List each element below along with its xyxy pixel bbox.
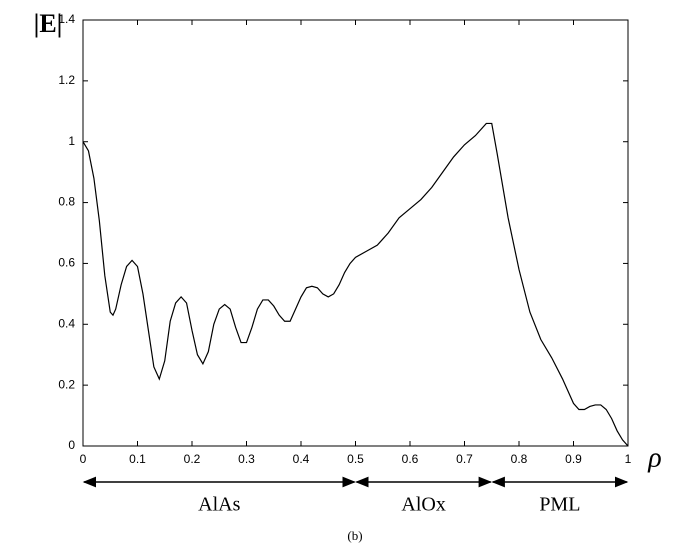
x-tick-label: 0.2 <box>184 452 201 466</box>
data-line <box>82 122 629 447</box>
plot-frame <box>82 19 629 447</box>
x-tick-label: 0.6 <box>402 452 419 466</box>
x-axis-label: ρ <box>647 442 661 473</box>
x-tick-label: 0.5 <box>347 452 364 466</box>
x-tick-label: 0.1 <box>129 452 146 466</box>
y-tick-label: 1.2 <box>58 73 75 87</box>
y-tick-label: 0.2 <box>58 377 75 391</box>
y-tick-label: 1.4 <box>58 12 75 26</box>
x-tick-label: 0 <box>80 452 87 466</box>
x-tick-label: 0.4 <box>293 452 310 466</box>
x-tick-label: 0.8 <box>511 452 528 466</box>
region-label: AlOx <box>401 494 445 516</box>
y-axis-label: |E| <box>34 9 63 38</box>
y-tick-label: 0.6 <box>58 256 75 270</box>
x-tick-label: 1 <box>625 452 632 466</box>
region-label: PML <box>539 494 580 516</box>
caption: (b) <box>347 528 362 543</box>
region-label: AlAs <box>198 494 240 516</box>
x-tick-label: 0.3 <box>238 452 255 466</box>
x-tick-label: 0.9 <box>565 452 582 466</box>
x-tick-label: 0.7 <box>456 452 473 466</box>
y-tick-label: 0.8 <box>58 195 75 209</box>
y-tick-label: 0 <box>68 438 75 452</box>
y-tick-label: 1 <box>68 134 75 148</box>
y-tick-label: 0.4 <box>58 316 75 330</box>
